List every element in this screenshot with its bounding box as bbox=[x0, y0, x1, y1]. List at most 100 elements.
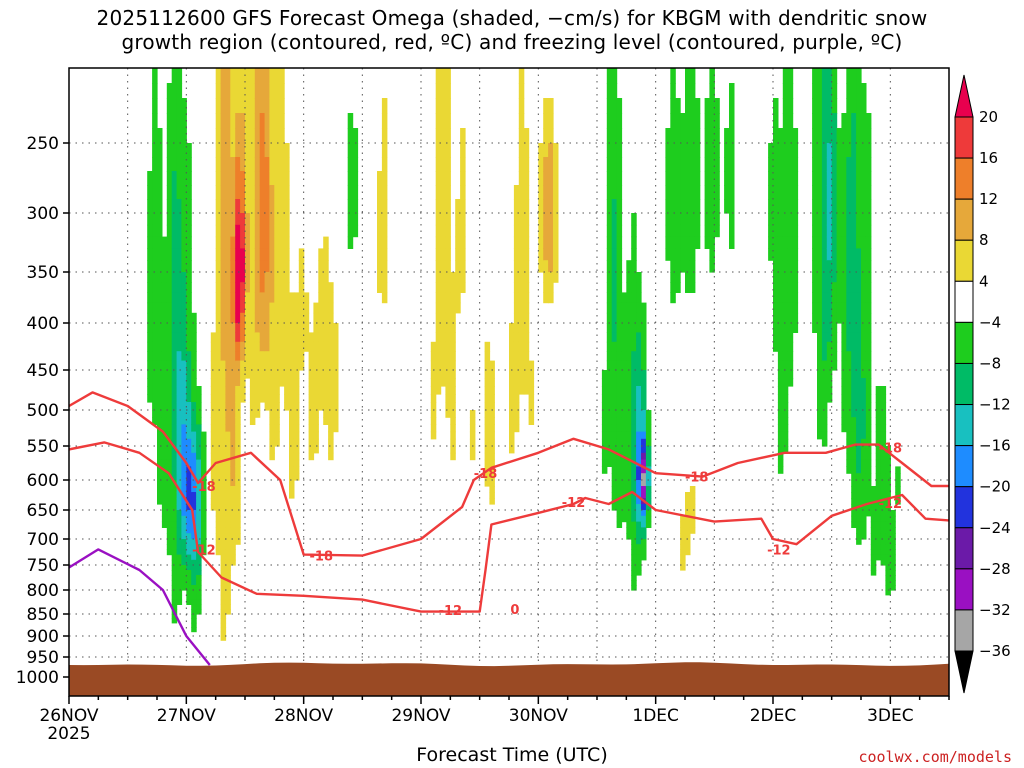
omega-cell bbox=[318, 282, 324, 293]
omega-cell bbox=[196, 539, 202, 545]
omega-cell bbox=[225, 521, 231, 528]
omega-cell bbox=[694, 236, 701, 249]
omega-cell bbox=[259, 171, 266, 186]
omega-cell bbox=[220, 510, 227, 517]
omega-cell bbox=[289, 417, 295, 425]
omega-cell bbox=[220, 213, 227, 226]
contour-label: -18 bbox=[474, 467, 498, 482]
omega-cell bbox=[543, 98, 549, 114]
omega-cell bbox=[171, 515, 178, 523]
omega-cell bbox=[841, 394, 847, 403]
omega-cell bbox=[548, 272, 554, 283]
omega-cell bbox=[269, 282, 275, 293]
omega-cell bbox=[606, 185, 613, 200]
omega-cell bbox=[621, 386, 627, 395]
omega-cell bbox=[665, 143, 671, 158]
omega-cell bbox=[826, 236, 833, 249]
omega-cell bbox=[675, 128, 681, 144]
omega-cell bbox=[782, 292, 789, 304]
omega-cell bbox=[269, 68, 275, 84]
omega-cell bbox=[152, 171, 158, 186]
omega-cell bbox=[636, 498, 642, 505]
omega-cell bbox=[606, 378, 613, 387]
omega-cell bbox=[841, 143, 847, 158]
omega-cell bbox=[670, 98, 676, 114]
omega-cell bbox=[885, 452, 891, 461]
omega-cell bbox=[865, 378, 872, 387]
omega-cell bbox=[636, 302, 642, 314]
omega-cell bbox=[846, 312, 852, 324]
omega-cell bbox=[821, 199, 828, 214]
omega-cell bbox=[313, 351, 319, 362]
omega-cell bbox=[611, 199, 618, 214]
omega-cell bbox=[870, 521, 877, 528]
omega-cell bbox=[606, 438, 613, 447]
omega-cell bbox=[176, 438, 183, 447]
omega-cell bbox=[469, 417, 476, 425]
omega-cell bbox=[308, 431, 315, 440]
omega-cell bbox=[166, 128, 173, 144]
omega-cell bbox=[181, 378, 187, 387]
omega-cell bbox=[269, 98, 275, 114]
omega-cell bbox=[773, 302, 779, 314]
omega-cell bbox=[782, 143, 789, 158]
omega-cell bbox=[215, 521, 222, 528]
omega-cell bbox=[157, 480, 163, 487]
omega-cell bbox=[196, 504, 202, 511]
omega-cell bbox=[875, 515, 882, 523]
omega-cell bbox=[166, 527, 173, 534]
omega-cell bbox=[435, 386, 442, 395]
omega-cell bbox=[435, 143, 442, 158]
omega-cell bbox=[249, 312, 256, 324]
omega-cell bbox=[347, 113, 354, 129]
omega-cell bbox=[518, 351, 525, 362]
omega-cell bbox=[821, 370, 828, 379]
omega-cell bbox=[225, 559, 231, 566]
omega-cell bbox=[851, 113, 857, 129]
omega-cell bbox=[606, 157, 613, 172]
omega-cell bbox=[665, 213, 671, 226]
omega-cell bbox=[880, 492, 887, 499]
omega-cell bbox=[166, 544, 173, 550]
omega-cell bbox=[851, 480, 857, 487]
omega-cell bbox=[445, 386, 451, 395]
omega-cell bbox=[323, 402, 329, 411]
omega-cell bbox=[249, 224, 256, 238]
omega-cell bbox=[254, 185, 261, 200]
omega-cell bbox=[518, 323, 525, 333]
omega-cell bbox=[186, 394, 192, 403]
omega-cell bbox=[196, 604, 202, 610]
omega-cell bbox=[259, 157, 266, 172]
omega-cell bbox=[181, 585, 187, 591]
omega-cell bbox=[548, 157, 554, 172]
omega-cell bbox=[709, 224, 715, 238]
omega-cell bbox=[328, 424, 334, 433]
omega-cell bbox=[606, 452, 613, 461]
omega-cell bbox=[333, 341, 339, 352]
omega-cell bbox=[284, 199, 290, 214]
omega-cell bbox=[235, 213, 241, 226]
omega-cell bbox=[489, 498, 495, 505]
colorbar-label: −8 bbox=[979, 354, 1001, 372]
omega-cell bbox=[313, 302, 319, 314]
omega-cell bbox=[176, 370, 183, 379]
omega-cell bbox=[846, 83, 852, 99]
omega-cell bbox=[152, 282, 158, 293]
colorbar-box bbox=[954, 198, 974, 241]
omega-cell bbox=[274, 332, 280, 343]
omega-cell bbox=[861, 446, 867, 454]
omega-cell bbox=[689, 521, 696, 528]
omega-cell bbox=[225, 604, 231, 610]
omega-cell bbox=[856, 292, 862, 304]
omega-cell bbox=[220, 622, 227, 628]
omega-cell bbox=[616, 452, 623, 461]
omega-cell bbox=[328, 312, 334, 324]
omega-cell bbox=[484, 386, 491, 395]
omega-cell bbox=[235, 394, 241, 403]
omega-cell bbox=[865, 292, 872, 304]
omega-cell bbox=[161, 260, 168, 273]
omega-cell bbox=[831, 213, 838, 226]
omega-cell bbox=[171, 143, 178, 158]
omega-cell bbox=[851, 486, 857, 493]
omega-cell bbox=[235, 539, 241, 545]
